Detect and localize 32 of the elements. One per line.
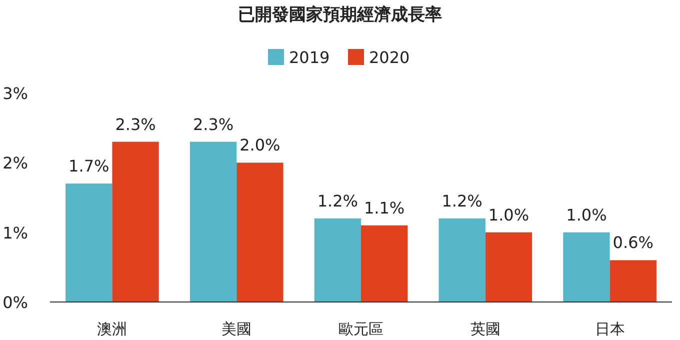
bar [563, 232, 610, 302]
data-label: 2.3% [192, 114, 234, 134]
x-tick-label: 日本 [594, 320, 625, 338]
bar [190, 142, 237, 302]
x-tick-label: 歐元區 [338, 320, 384, 338]
x-tick-label: 澳洲 [97, 320, 128, 338]
bar [236, 162, 284, 302]
data-label: 1.1% [364, 198, 405, 218]
y-tick-label: 0% [2, 293, 28, 312]
bar [361, 225, 408, 302]
bar [112, 142, 159, 302]
data-label: 2.0% [240, 136, 280, 155]
legend-label: 2019 [289, 48, 330, 67]
y-tick-label: 1% [2, 223, 28, 242]
bar [610, 260, 656, 302]
data-label: 1.0% [488, 205, 530, 224]
y-tick-label: 3% [2, 84, 28, 103]
bar [66, 184, 112, 302]
y-tick-label: 2% [2, 154, 28, 173]
data-label: 2.3% [115, 114, 156, 134]
data-label: 1.7% [68, 156, 110, 176]
x-tick-label: 美國 [222, 320, 252, 338]
bar [314, 218, 361, 302]
chart-title: 已開發國家預期經濟成長率 [238, 5, 442, 25]
data-label: 1.2% [442, 191, 482, 210]
legend-label: 2020 [369, 48, 410, 67]
bar [485, 232, 532, 302]
data-label: 1.0% [566, 205, 607, 224]
bar [438, 218, 486, 302]
data-label: 1.2% [317, 191, 358, 210]
data-label: 0.6% [612, 233, 654, 252]
x-tick-label: 英國 [470, 320, 500, 338]
